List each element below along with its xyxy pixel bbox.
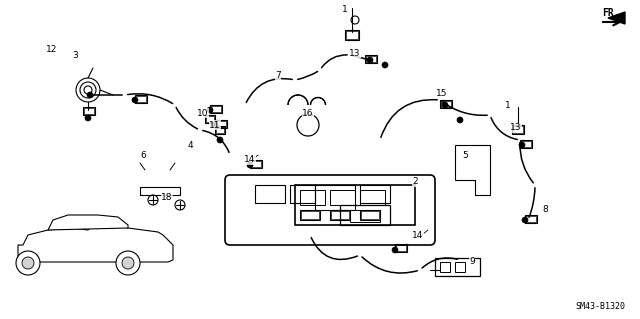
Circle shape	[247, 162, 253, 168]
Bar	[435, 258, 480, 276]
Text: 4: 4	[187, 140, 193, 150]
Bar	[315, 185, 355, 210]
Bar	[350, 210, 380, 222]
Bar	[513, 126, 523, 133]
Bar	[136, 96, 146, 102]
Circle shape	[519, 142, 525, 148]
Bar	[365, 55, 377, 63]
Circle shape	[116, 251, 140, 275]
Text: 9: 9	[469, 257, 475, 266]
Text: 11: 11	[209, 121, 221, 130]
Bar	[140, 187, 180, 195]
Bar	[251, 161, 261, 167]
Bar	[84, 108, 94, 114]
Bar	[346, 31, 358, 39]
Text: 18: 18	[161, 192, 173, 202]
Bar	[216, 127, 224, 133]
Text: 3: 3	[72, 50, 78, 60]
Text: 2: 2	[412, 177, 418, 187]
Bar	[526, 216, 536, 222]
Polygon shape	[455, 145, 490, 195]
Text: 13: 13	[510, 123, 522, 132]
Text: 15: 15	[436, 88, 448, 98]
Bar	[455, 262, 465, 272]
Circle shape	[457, 117, 463, 123]
Bar	[360, 190, 385, 205]
Bar	[301, 211, 319, 219]
Bar	[205, 115, 215, 123]
Circle shape	[87, 92, 93, 98]
Bar	[512, 125, 524, 134]
Bar	[525, 215, 537, 223]
Bar	[366, 56, 376, 62]
Bar	[215, 120, 227, 128]
Bar	[300, 210, 320, 220]
Text: 1: 1	[342, 5, 348, 14]
Bar	[360, 210, 380, 220]
Bar	[255, 185, 285, 203]
Bar	[88, 243, 98, 250]
Bar	[75, 243, 85, 250]
Circle shape	[122, 257, 134, 269]
Circle shape	[217, 137, 223, 143]
Text: 13: 13	[349, 48, 361, 57]
Text: 12: 12	[46, 46, 58, 55]
Bar	[330, 190, 355, 205]
FancyBboxPatch shape	[225, 175, 435, 245]
Text: 8: 8	[542, 205, 548, 214]
Text: 14: 14	[412, 231, 424, 240]
Bar	[340, 205, 390, 225]
Bar	[300, 190, 325, 205]
Text: 7: 7	[275, 70, 281, 79]
Text: 14: 14	[244, 155, 256, 165]
Bar	[135, 95, 147, 103]
Text: 5: 5	[462, 151, 468, 160]
Bar	[520, 140, 532, 148]
Bar	[440, 262, 450, 272]
Circle shape	[207, 107, 213, 113]
Circle shape	[22, 257, 34, 269]
Bar	[206, 116, 214, 122]
Circle shape	[522, 217, 528, 223]
Bar	[83, 107, 95, 115]
Bar	[295, 185, 415, 225]
Bar	[72, 240, 102, 260]
Polygon shape	[48, 215, 128, 230]
Circle shape	[367, 57, 373, 63]
Bar	[331, 211, 349, 219]
Bar	[396, 245, 406, 251]
Bar	[395, 244, 407, 252]
Circle shape	[442, 102, 448, 108]
Bar	[360, 185, 390, 203]
Text: 10: 10	[197, 108, 209, 117]
Bar	[521, 141, 531, 147]
Bar	[441, 101, 451, 107]
Bar	[211, 106, 221, 112]
Circle shape	[212, 122, 218, 128]
Polygon shape	[18, 223, 173, 262]
Bar	[440, 100, 452, 108]
Circle shape	[132, 97, 138, 103]
Circle shape	[382, 62, 388, 68]
Text: 16: 16	[302, 108, 314, 117]
Bar	[361, 211, 379, 219]
Text: FR.: FR.	[602, 8, 620, 18]
Text: 6: 6	[140, 151, 146, 160]
Circle shape	[85, 115, 91, 121]
Bar	[290, 185, 315, 203]
Circle shape	[392, 247, 398, 253]
Bar	[210, 105, 222, 113]
Bar	[330, 210, 350, 220]
Bar	[215, 126, 225, 134]
Text: SM43-B1320: SM43-B1320	[575, 302, 625, 311]
Bar	[216, 121, 226, 127]
Bar	[250, 160, 262, 168]
Circle shape	[16, 251, 40, 275]
Bar	[345, 30, 359, 40]
Polygon shape	[608, 12, 625, 24]
Text: 1: 1	[505, 100, 511, 109]
